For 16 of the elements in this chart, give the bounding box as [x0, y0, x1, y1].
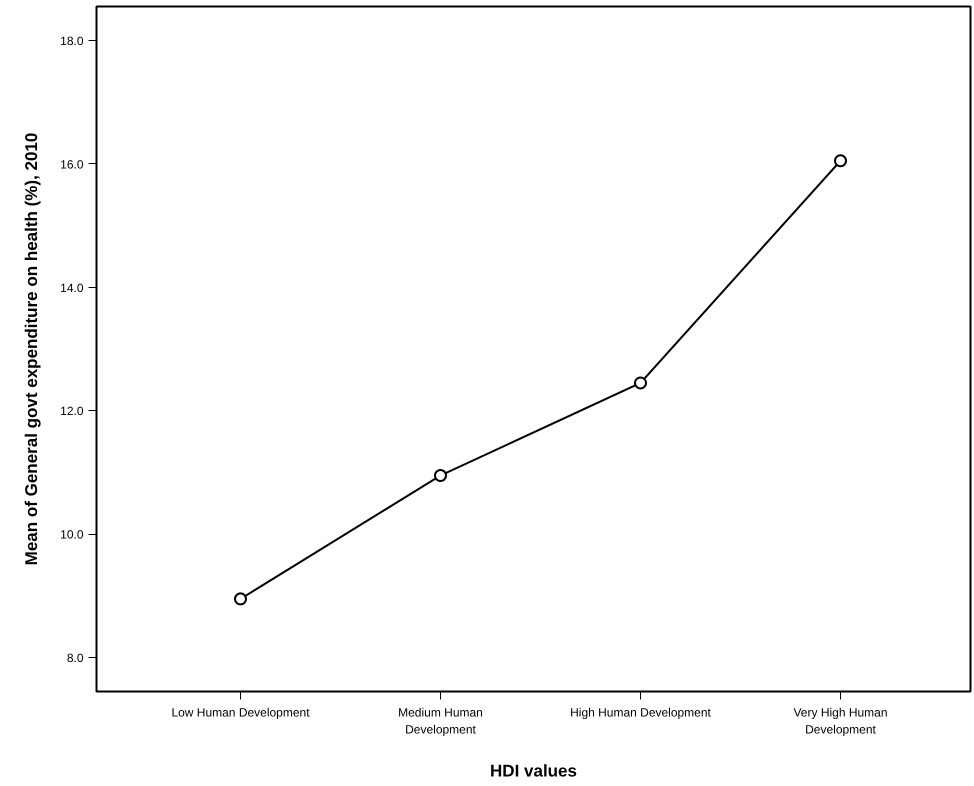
y-tick-label: 12.0 — [60, 404, 84, 418]
x-axis-title: HDI values — [490, 761, 577, 780]
x-tick-label: High Human Development — [570, 706, 712, 720]
x-tick-label: Low Human Development — [171, 706, 310, 720]
point — [834, 154, 847, 168]
y-tick-label: 16.0 — [60, 157, 84, 172]
x-tick-label: Medium Human Development — [398, 706, 483, 736]
y-tick-label: 8.0 — [66, 651, 84, 666]
y-axis-title: Mean of General govt expenditure on health (%), 2010 — [22, 132, 42, 566]
y-tick-label: 10.0 — [60, 528, 84, 542]
point — [634, 376, 647, 390]
x-tick-label: Very High Human Development — [793, 706, 888, 736]
point — [234, 592, 247, 606]
point — [434, 469, 447, 482]
y-tick-label: 18.0 — [60, 34, 84, 48]
y-tick-label: 14.0 — [60, 280, 84, 295]
